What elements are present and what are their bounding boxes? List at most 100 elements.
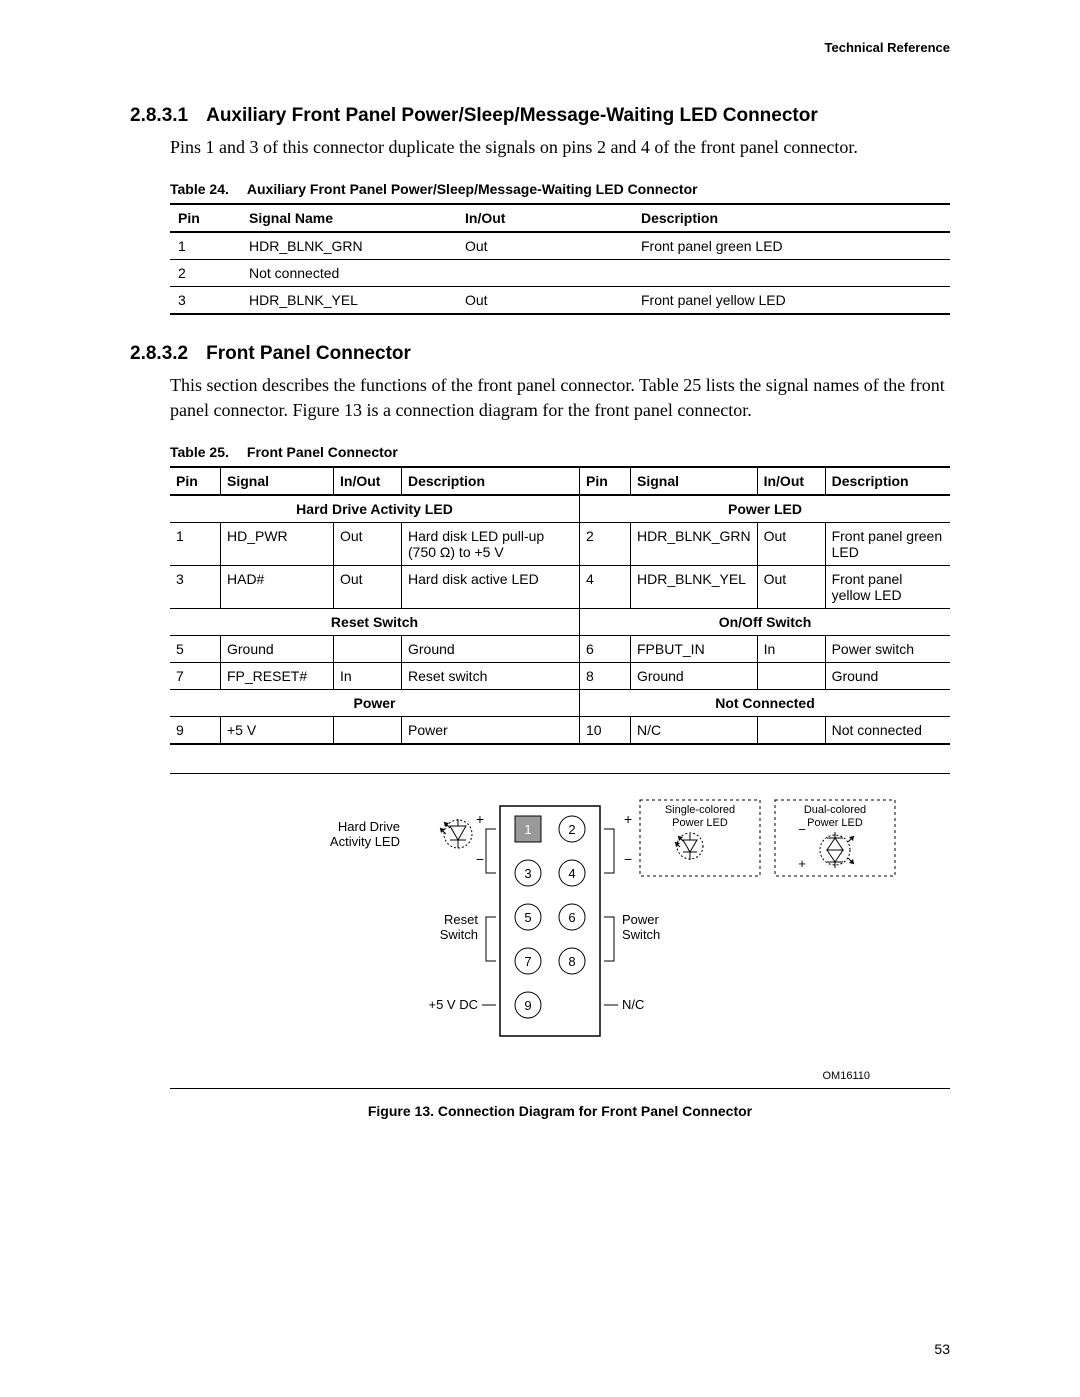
reset-label-1: Reset xyxy=(444,912,478,927)
section-number-2: 2.8.3.2 xyxy=(130,343,188,365)
table-row: 3HDR_BLNK_YELOutFront panel yellow LED xyxy=(170,287,950,315)
table25-section-right: On/Off Switch xyxy=(580,608,951,635)
single-label-1: Single-colored xyxy=(665,804,735,816)
table-cell: Front panel green LED xyxy=(825,522,950,565)
page-number: 53 xyxy=(934,1341,950,1357)
single-led-icon xyxy=(675,833,703,860)
figure-om-label: OM16110 xyxy=(170,1070,870,1082)
table-cell: HDR_BLNK_YEL xyxy=(241,287,457,315)
pin-label: 9 xyxy=(524,998,531,1013)
table25-col-header: Pin xyxy=(580,467,631,495)
table-row: 1HD_PWROutHard disk LED pull-up (750 Ω) … xyxy=(170,522,950,565)
table-cell: 5 xyxy=(170,635,221,662)
table-cell: 3 xyxy=(170,565,221,608)
table-cell: 1 xyxy=(170,232,241,260)
table25-section-row: PowerNot Connected xyxy=(170,689,950,716)
table-cell: Front panel green LED xyxy=(633,232,950,260)
table-cell: 2 xyxy=(170,260,241,287)
table-cell: Ground xyxy=(402,635,580,662)
pin-label: 4 xyxy=(568,866,575,881)
dual-minus: − xyxy=(798,822,806,837)
table-cell: Reset switch xyxy=(402,662,580,689)
section-number: 2.8.3.1 xyxy=(130,105,188,127)
table25-col-header: Signal xyxy=(221,467,334,495)
table24-caption-label: Table 24. xyxy=(170,181,229,197)
power-label-1: Power xyxy=(622,912,660,927)
table-cell: 3 xyxy=(170,287,241,315)
table25-col-header: Description xyxy=(825,467,950,495)
table-cell: Front panel yellow LED xyxy=(825,565,950,608)
table24-col-header: Pin xyxy=(170,204,241,232)
table-cell: Not connected xyxy=(241,260,457,287)
table-cell: Out xyxy=(334,522,402,565)
plus-label-right: + xyxy=(624,811,632,827)
pin-label: 7 xyxy=(524,954,531,969)
figure-caption: Figure 13. Connection Diagram for Front … xyxy=(170,1103,950,1119)
section1-body: Pins 1 and 3 of this connector duplicate… xyxy=(170,135,950,159)
pin-label: 8 xyxy=(568,954,575,969)
nc-label: N/C xyxy=(622,997,644,1012)
table25-col-header: Pin xyxy=(170,467,221,495)
section-title-2: Front Panel Connector xyxy=(206,343,411,364)
table-cell: FP_RESET# xyxy=(221,662,334,689)
table25-caption: Table 25. Front Panel Connector xyxy=(170,444,950,460)
table25-caption-label: Table 25. xyxy=(170,444,229,460)
table-cell xyxy=(633,260,950,287)
dual-label-1: Dual-colored xyxy=(804,804,866,816)
pin-1-label: 1 xyxy=(524,822,531,837)
table25-caption-title: Front Panel Connector xyxy=(247,444,398,460)
table-cell: 1 xyxy=(170,522,221,565)
table25-section-row: Reset SwitchOn/Off Switch xyxy=(170,608,950,635)
table-cell: HDR_BLNK_GRN xyxy=(241,232,457,260)
table25-section-row: Hard Drive Activity LEDPower LED xyxy=(170,495,950,523)
table-cell: Power xyxy=(402,716,580,744)
pin-label: 6 xyxy=(568,910,575,925)
table25-section-left: Power xyxy=(170,689,580,716)
table24-caption: Table 24.Auxiliary Front Panel Power/Sle… xyxy=(170,181,950,197)
table-cell xyxy=(757,716,825,744)
single-label-2: Power LED xyxy=(672,817,728,829)
table24: PinSignal NameIn/OutDescription 1HDR_BLN… xyxy=(170,203,950,315)
section-heading-1: 2.8.3.1Auxiliary Front Panel Power/Sleep… xyxy=(130,105,950,127)
power-label-2: Switch xyxy=(622,927,660,942)
table-cell: HD_PWR xyxy=(221,522,334,565)
table-cell: +5 V xyxy=(221,716,334,744)
section2-body: This section describes the functions of … xyxy=(170,373,950,422)
table-cell xyxy=(457,260,633,287)
table24-col-header: In/Out xyxy=(457,204,633,232)
hd-led-label-1: Hard Drive xyxy=(338,819,400,834)
table-row: 2Not connected xyxy=(170,260,950,287)
table-cell: Out xyxy=(334,565,402,608)
table-row: 9+5 VPower10N/CNot connected xyxy=(170,716,950,744)
table-cell: 8 xyxy=(580,662,631,689)
table-cell: Hard disk active LED xyxy=(402,565,580,608)
table-cell: Out xyxy=(757,565,825,608)
dual-plus: + xyxy=(798,856,806,871)
minus-label-right: − xyxy=(624,851,632,867)
table-cell: Ground xyxy=(631,662,758,689)
pin-label: 3 xyxy=(524,866,531,881)
table-cell xyxy=(334,716,402,744)
table-cell: Out xyxy=(457,287,633,315)
minus-label: − xyxy=(476,851,484,867)
table24-col-header: Description xyxy=(633,204,950,232)
pin-label: 2 xyxy=(568,822,575,837)
table-cell: FPBUT_IN xyxy=(631,635,758,662)
figure13: 1 23456789 Hard Drive Activity LED + − xyxy=(170,773,950,1119)
dual-led-icon xyxy=(820,832,854,868)
table-cell: 9 xyxy=(170,716,221,744)
table-cell: Ground xyxy=(825,662,950,689)
table-cell: 4 xyxy=(580,565,631,608)
table-row: 3HAD#OutHard disk active LED4HDR_BLNK_YE… xyxy=(170,565,950,608)
plus-label: + xyxy=(476,811,484,827)
table25-col-header: In/Out xyxy=(757,467,825,495)
table25-col-header: In/Out xyxy=(334,467,402,495)
table-cell: Ground xyxy=(221,635,334,662)
table-cell: HDR_BLNK_YEL xyxy=(631,565,758,608)
table-cell: In xyxy=(757,635,825,662)
reset-label-2: Switch xyxy=(440,927,478,942)
header-right: Technical Reference xyxy=(130,40,950,55)
table-cell xyxy=(757,662,825,689)
table-row: 5GroundGround6FPBUT_INInPower switch xyxy=(170,635,950,662)
table25-section-right: Power LED xyxy=(580,495,951,523)
